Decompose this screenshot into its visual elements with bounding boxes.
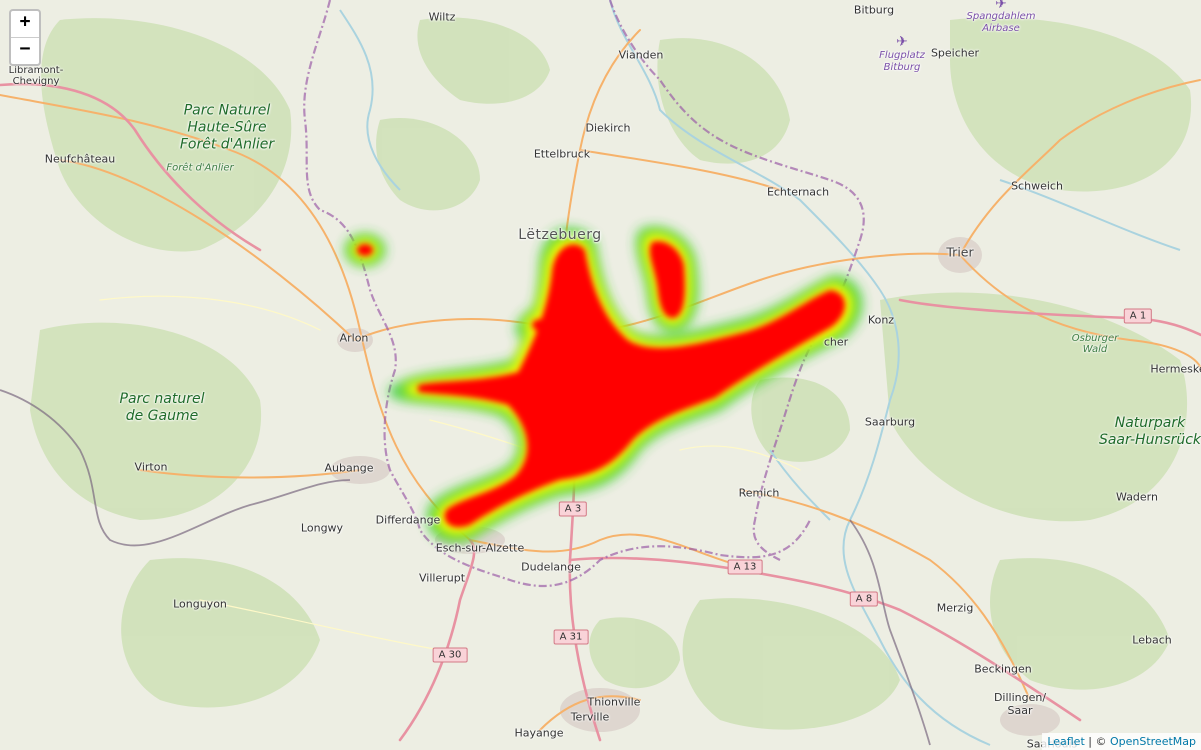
zoom-in-button[interactable]: + (19, 11, 31, 32)
leaflet-link[interactable]: Leaflet (1047, 735, 1085, 748)
zoom-out-button[interactable]: − (11, 37, 39, 64)
road-shield-a8: A 8 (849, 591, 879, 607)
airport-icon: ✈ (896, 34, 908, 50)
road-shield-a31: A 31 (553, 629, 589, 645)
attribution-separator: | © (1084, 735, 1110, 748)
road-shield-a30: A 30 (432, 647, 468, 663)
borders (303, 0, 865, 588)
attribution: Leaflet | © OpenStreetMap (1042, 733, 1201, 750)
heatmap-layer (345, 226, 862, 543)
osm-link[interactable]: OpenStreetMap (1109, 735, 1196, 748)
roads (0, 29, 1201, 742)
borders-be-fr (0, 389, 931, 746)
road-shield-a13: A 13 (727, 559, 763, 575)
airport-icon: ✈ (995, 0, 1007, 12)
road-shield-a1: A 1 (1123, 308, 1153, 324)
road-shield-a3: A 3 (558, 501, 588, 517)
forest-areas (30, 17, 1192, 730)
zoom-control: + − (9, 9, 41, 66)
